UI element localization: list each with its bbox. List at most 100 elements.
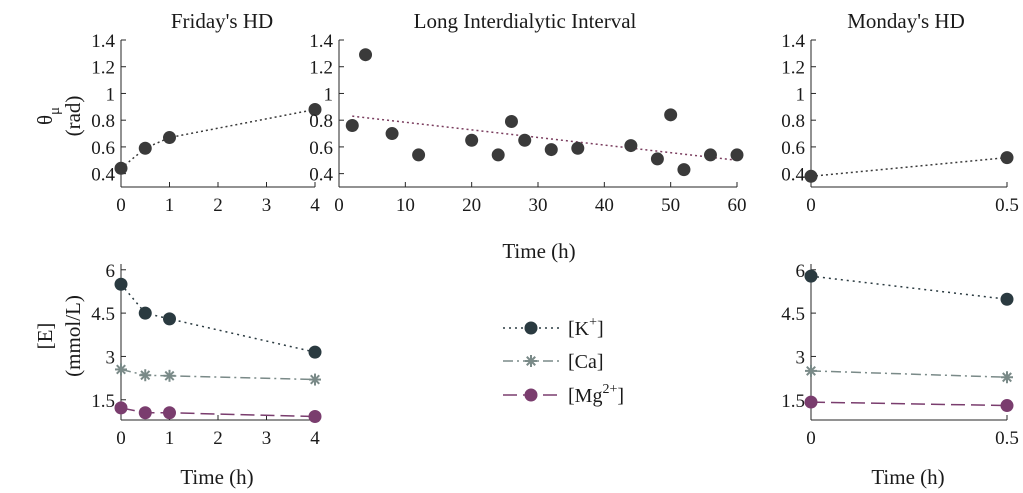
data-point-ca [115, 363, 127, 376]
panel-theta-interval: 0 10 20 30 40 50 60 0.4 0.6 0.8 1 1.2 1.4 [309, 31, 746, 216]
x-tick-label: 10 [396, 195, 415, 216]
data-point-theta [518, 133, 532, 147]
y-tick-label: 1 [324, 84, 334, 105]
data-point-theta [544, 143, 558, 157]
ylabel-conc-unit: (mmol/L) [61, 295, 85, 377]
ylabel-conc: [E] (mmol/L) [33, 295, 85, 377]
trend-line [352, 115, 738, 162]
series-line-mg [810, 401, 1008, 407]
title-interval: Long Interdialytic Interval [414, 9, 637, 33]
data-point-theta [624, 139, 638, 153]
y-tick-label: 0.4 [781, 165, 805, 186]
legend-marker-k [524, 321, 538, 335]
x-tick-label: 0.5 [995, 428, 1019, 449]
data-point-mg [163, 406, 176, 420]
series-line-theta [810, 156, 1008, 178]
x-tick-label: 0 [116, 195, 126, 216]
data-point-theta [359, 48, 373, 62]
legend-marker-ca [525, 355, 537, 367]
ylabel-theta-symbol: θμ [33, 107, 63, 125]
x-tick-label: 0 [806, 195, 816, 216]
y-tick-label: 0.6 [309, 138, 333, 159]
x-tick-label: 2 [213, 195, 223, 216]
data-point-ca [163, 369, 176, 382]
series-line-k [810, 275, 1008, 300]
panel-theta-monday: 0 0.5 0.4 0.6 0.8 1 1.2 1.4 [781, 31, 1019, 216]
y-tick-label: 0.8 [309, 111, 333, 132]
y-tick-label: 1.2 [91, 58, 115, 79]
data-point-theta [571, 141, 585, 155]
legend-item-k: [K+] [503, 315, 604, 340]
y-tick-label: 3 [796, 347, 806, 368]
data-point-ca [139, 369, 152, 382]
data-point-theta [1000, 151, 1014, 165]
y-tick-label: 0.8 [781, 111, 805, 132]
data-point-k [804, 269, 818, 283]
x-tick-label: 4 [310, 195, 320, 216]
legend-label-mg: [Mg2+] [568, 382, 624, 407]
y-tick-label: 0.8 [91, 111, 115, 132]
data-point-theta [163, 131, 176, 145]
legend-label-k: [K+] [568, 315, 604, 340]
y-tick-label: 6 [106, 261, 116, 282]
ylabel-theta-unit: (rad) [61, 96, 85, 137]
xlabel-friday: Time (h) [180, 465, 253, 489]
x-tick-label: 0 [334, 195, 344, 216]
x-tick-label: 60 [728, 195, 747, 216]
series-line-theta [120, 108, 316, 169]
y-tick-label: 1 [106, 84, 116, 105]
x-tick-label: 1 [165, 195, 175, 216]
legend-item-ca: [Ca] [503, 351, 604, 373]
data-point-theta [730, 148, 744, 162]
legend: [K+] [Ca] [Mg2+] [503, 315, 624, 407]
y-tick-label: 4.5 [781, 304, 805, 325]
data-point-k [1000, 292, 1014, 306]
data-point-theta [465, 133, 479, 147]
x-tick-label: 30 [529, 195, 548, 216]
data-point-k [163, 312, 176, 326]
data-point-theta [345, 119, 359, 133]
title-friday: Friday's HD [171, 9, 273, 33]
x-tick-label: 1 [165, 428, 175, 449]
data-point-mg [308, 410, 322, 424]
title-monday: Monday's HD [847, 9, 965, 33]
x-tick-label: 3 [262, 195, 272, 216]
x-tick-label: 0 [116, 428, 126, 449]
y-tick-label: 0.6 [91, 138, 115, 159]
y-tick-label: 1.5 [781, 391, 805, 412]
y-tick-label: 4.5 [91, 304, 115, 325]
series-line-ca [810, 370, 1008, 378]
data-point-mg [114, 401, 128, 415]
legend-label-ca: [Ca] [568, 351, 604, 373]
y-tick-label: 0.6 [781, 138, 805, 159]
data-point-theta [703, 148, 717, 162]
y-tick-label: 6 [796, 261, 806, 282]
data-point-k [308, 345, 322, 359]
data-point-mg [1000, 399, 1014, 413]
panel-conc-friday: 0 1 2 3 4 1.5 3 4.5 6 [91, 261, 322, 449]
ylabel-theta: θμ (rad) [33, 96, 85, 137]
data-point-theta [385, 127, 399, 141]
data-point-mg [804, 395, 818, 409]
x-tick-label: 20 [462, 195, 481, 216]
series-line-ca [120, 368, 316, 381]
data-point-theta [491, 148, 505, 162]
data-point-k [138, 306, 152, 320]
y-tick-label: 1.2 [309, 58, 333, 79]
xlabel-monday: Time (h) [871, 465, 944, 489]
data-point-theta [412, 148, 426, 162]
y-tick-label: 1.2 [781, 58, 805, 79]
data-point-theta [650, 152, 664, 166]
data-point-ca [309, 373, 321, 386]
x-tick-label: 2 [213, 428, 223, 449]
x-tick-label: 4 [310, 428, 320, 449]
y-tick-label: 1.5 [91, 391, 115, 412]
data-point-theta [804, 169, 818, 183]
data-point-theta [138, 141, 152, 155]
series-line-mg [120, 407, 316, 418]
x-tick-label: 0.5 [995, 195, 1019, 216]
data-point-theta [677, 163, 691, 177]
y-tick-label: 0.4 [309, 165, 333, 186]
data-point-mg [138, 406, 152, 420]
